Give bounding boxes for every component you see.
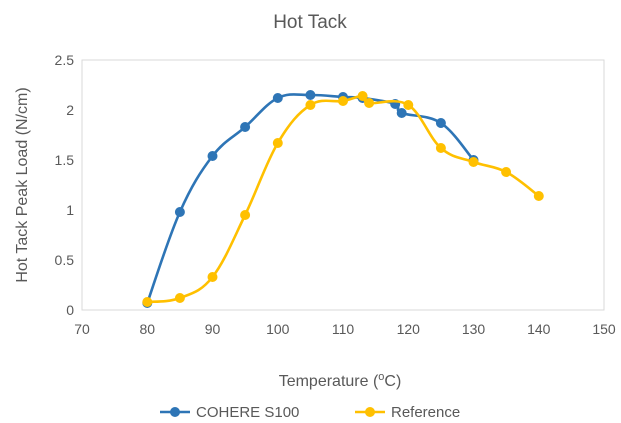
data-point (396, 108, 407, 118)
x-tick-label: 80 (139, 321, 155, 337)
y-tick-label: 2 (66, 102, 74, 118)
data-point (142, 297, 153, 307)
data-point (240, 210, 251, 220)
y-tick-label: 1 (66, 202, 74, 218)
chart-title: Hot Tack (273, 12, 347, 33)
legend-label: COHERE S100 (196, 404, 299, 421)
x-tick-label: 140 (527, 321, 551, 337)
legend-label: Reference (391, 404, 460, 421)
series-layer (142, 90, 544, 308)
x-tick-label: 110 (332, 321, 355, 337)
data-point (435, 143, 446, 153)
data-point (403, 100, 414, 110)
x-tick-label: 100 (266, 321, 290, 337)
data-point (305, 90, 316, 100)
x-axis-label-text: Temperature ( (279, 373, 379, 390)
x-tick-label: 150 (592, 321, 616, 337)
x-axis-ticks: 70 80 90 100 110 120 130 140 150 (74, 321, 616, 337)
data-point (207, 272, 218, 282)
legend-item: COHERE S100 (160, 404, 299, 421)
data-point (338, 96, 348, 106)
data-point (533, 191, 544, 201)
y-tick-label: 2.5 (55, 52, 75, 68)
legend-item: Reference (355, 404, 460, 421)
data-point (435, 118, 446, 128)
legend-swatch-marker (365, 407, 375, 417)
x-axis-label-unit: C) (384, 373, 401, 390)
data-point (468, 157, 479, 167)
plot-area-border (81, 59, 605, 311)
x-axis-label: Temperature (oC) (279, 371, 402, 390)
data-point (207, 151, 218, 161)
x-tick-label: 120 (397, 321, 421, 337)
data-point (174, 207, 185, 217)
data-point (357, 91, 368, 101)
x-axis-label-superscript: o (378, 371, 384, 383)
data-point (240, 122, 251, 132)
x-tick-label: 130 (462, 321, 486, 337)
y-tick-label: 0 (66, 302, 74, 318)
data-point (305, 100, 316, 110)
data-point (501, 167, 512, 177)
y-tick-label: 1.5 (55, 152, 75, 168)
data-point (174, 293, 185, 303)
series-2 (142, 91, 544, 307)
data-point (272, 138, 283, 148)
legend-swatch-marker (170, 407, 180, 417)
y-axis-label: Hot Tack Peak Load (N/cm) (14, 87, 31, 282)
x-tick-label: 70 (74, 321, 90, 337)
x-tick-label: 90 (205, 321, 221, 337)
y-axis-ticks: 0 0.5 1 1.5 2 2.5 (55, 52, 75, 318)
y-tick-label: 0.5 (55, 252, 75, 268)
data-point (364, 98, 375, 108)
legend: COHERE S100 Reference (160, 404, 460, 421)
data-point (272, 93, 283, 103)
